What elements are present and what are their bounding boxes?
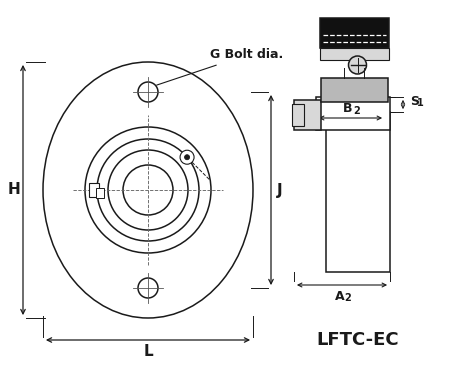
Text: H: H [8, 183, 20, 198]
Text: L: L [143, 343, 153, 358]
Circle shape [97, 139, 199, 241]
Bar [96, 188, 104, 198]
Circle shape [348, 56, 366, 74]
Bar [320, 48, 389, 60]
Bar [292, 104, 304, 126]
Text: 2: 2 [345, 293, 351, 303]
Circle shape [85, 127, 211, 253]
Circle shape [138, 82, 158, 102]
Text: G Bolt dia.: G Bolt dia. [157, 49, 283, 85]
Text: 1: 1 [417, 99, 424, 109]
Text: J: J [277, 183, 283, 198]
Circle shape [108, 150, 188, 230]
Text: 2: 2 [353, 106, 360, 116]
Bar [316, 97, 390, 130]
Ellipse shape [43, 62, 253, 318]
Bar [89, 183, 99, 197]
Circle shape [138, 278, 158, 298]
Text: S: S [410, 95, 419, 108]
Circle shape [184, 155, 189, 160]
Bar [294, 100, 321, 130]
Text: B: B [343, 103, 352, 116]
Text: LFTC-EC: LFTC-EC [317, 331, 399, 349]
Bar [326, 112, 390, 272]
Text: A: A [335, 290, 345, 302]
Bar [320, 18, 389, 48]
Circle shape [180, 150, 194, 164]
Bar [321, 78, 388, 102]
Circle shape [123, 165, 173, 215]
